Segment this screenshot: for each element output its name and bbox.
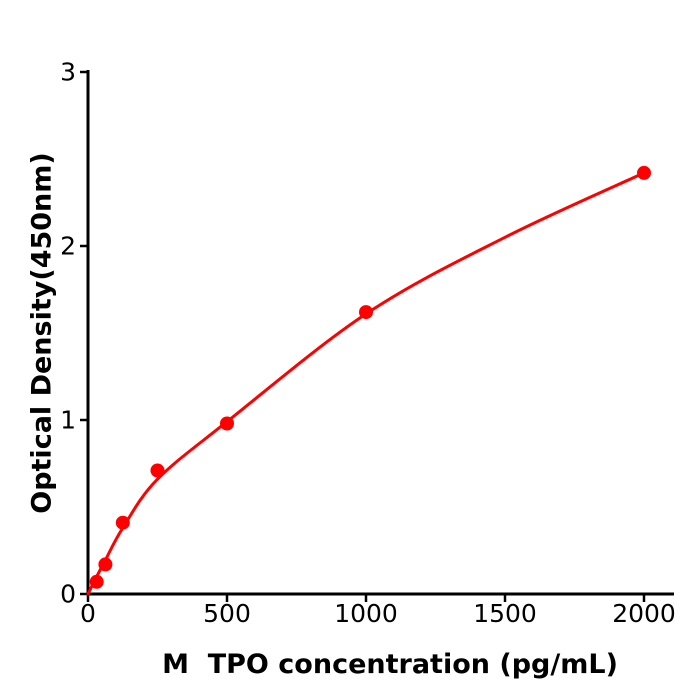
data-point (98, 557, 113, 572)
x-tick-label: 500 (203, 599, 251, 628)
x-tick-label: 0 (80, 599, 96, 628)
y-tick-label: 0 (60, 579, 76, 609)
data-point (637, 165, 651, 180)
x-tick-label: 1500 (473, 599, 537, 628)
y-axis-title: Optical Density(450nm) (26, 152, 58, 514)
x-tick-label: 2000 (612, 599, 676, 628)
data-point (359, 305, 373, 320)
x-axis-title: M TPO concentration (pg/mL) (162, 649, 618, 680)
y-tick-label: 3 (60, 57, 76, 87)
data-point (220, 416, 234, 431)
data-point (150, 463, 165, 478)
y-tick-label: 1 (60, 405, 76, 435)
fit-curve-line (86, 171, 646, 596)
y-tick-label: 2 (60, 231, 76, 261)
data-point (89, 574, 104, 589)
data-point (115, 515, 130, 530)
x-tick-label: 1000 (334, 599, 398, 628)
